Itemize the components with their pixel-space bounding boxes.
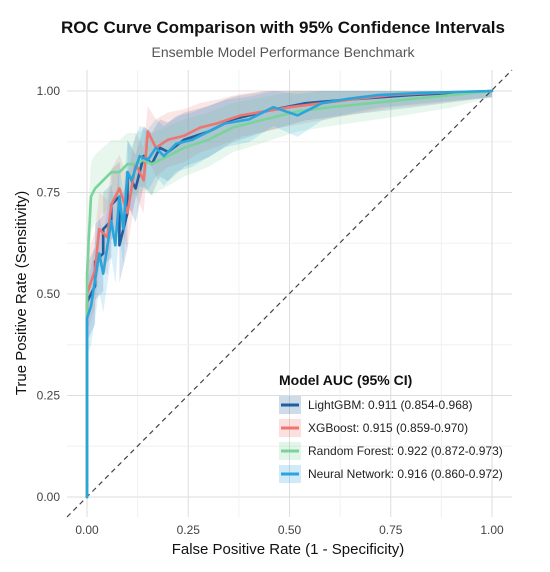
x-tick-label: 0.25	[177, 523, 201, 537]
series-line	[85, 89, 494, 499]
legend-title: Model AUC (95% CI)	[279, 372, 412, 388]
legend-label: Random Forest: 0.922 (0.872-0.973)	[308, 444, 503, 458]
legend-label: LightGBM: 0.911 (0.854-0.968)	[308, 398, 473, 412]
y-tick-label: 0.75	[37, 186, 61, 200]
roc-lines	[85, 89, 494, 499]
y-tick-label: 0.25	[37, 389, 61, 403]
y-tick-label: 0.00	[37, 490, 61, 504]
legend: Model AUC (95% CI) LightGBM: 0.911 (0.85…	[279, 372, 503, 483]
x-axis-label: False Positive Rate (1 - Specificity)	[172, 541, 405, 558]
legend-label: XGBoost: 0.915 (0.859-0.970)	[308, 421, 468, 435]
y-tick-label: 1.00	[37, 84, 61, 98]
chart-title: ROC Curve Comparison with 95% Confidence…	[61, 18, 505, 37]
x-tick-label: 0.75	[379, 523, 403, 537]
x-tick-label: 1.00	[480, 523, 504, 537]
x-tick-label: 0.00	[75, 523, 99, 537]
diagonal-reference	[66, 69, 513, 518]
legend-label: Neural Network: 0.916 (0.860-0.972)	[308, 467, 503, 481]
series-line	[85, 89, 494, 499]
y-tick-label: 0.50	[37, 287, 61, 301]
x-tick-label: 0.50	[278, 523, 302, 537]
chart-subtitle: Ensemble Model Performance Benchmark	[151, 44, 415, 60]
y-axis-label: True Positive Rate (Sensitivity)	[13, 191, 30, 396]
tick-labels: 0.00 0.25 0.50 0.75 1.00 0.00 0.25 0.50 0.75 1.00	[37, 84, 504, 537]
diagonal-line	[66, 69, 513, 518]
